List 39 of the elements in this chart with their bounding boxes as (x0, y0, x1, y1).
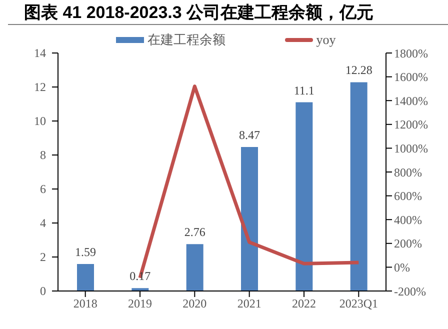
bar (296, 102, 313, 291)
data-label: 12.28 (345, 63, 372, 78)
data-label: 8.47 (239, 128, 260, 142)
y2-tick-label: 1000% (394, 141, 428, 156)
data-label: 1.59 (75, 244, 96, 259)
data-label: 0.17 (130, 269, 151, 284)
y2-tick-label: 800% (394, 165, 422, 180)
x-tick-label: 2023Q1 (339, 296, 378, 311)
y-tick-label: 12 (34, 80, 46, 94)
y2-tick-label: -200% (394, 284, 426, 298)
y-tick-label: 2 (40, 250, 46, 264)
y2-tick-label: 1200% (394, 118, 428, 132)
x-tick-label: 2022 (292, 296, 316, 311)
y2-tick-label: 400% (394, 212, 422, 227)
data-label: 11.1 (294, 83, 314, 98)
y2-tick-label: 1800% (394, 46, 428, 60)
chart-title: 图表 41 2018-2023.3 公司在建工程余额，亿元 (8, 2, 448, 25)
x-tick-label: 2019 (128, 296, 152, 311)
data-label: 2.76 (184, 225, 206, 240)
bar (241, 147, 258, 291)
legend-label: 在建工程余额 (147, 31, 226, 49)
y2-tick-label: 1400% (394, 94, 428, 108)
y2-tick-label: 600% (394, 189, 422, 204)
y2-tick-label: 1600% (394, 70, 428, 84)
y-tick-label: 10 (34, 114, 46, 128)
bar (77, 264, 94, 291)
y-tick-label: 6 (40, 182, 46, 196)
x-tick-label: 2020 (182, 296, 207, 311)
bar (350, 82, 368, 291)
y2-tick-label: 200% (394, 236, 422, 251)
bar (186, 244, 204, 291)
y-tick-label: 0 (40, 284, 46, 298)
x-tick-label: 2021 (237, 296, 262, 311)
y-tick-label: 4 (40, 216, 46, 230)
y-tick-label: 8 (40, 148, 46, 162)
y2-tick-label: 0% (394, 260, 410, 274)
x-tick-label: 2018 (73, 296, 98, 311)
y-tick-label: 14 (34, 46, 46, 60)
legend-label: yoy (316, 32, 336, 48)
